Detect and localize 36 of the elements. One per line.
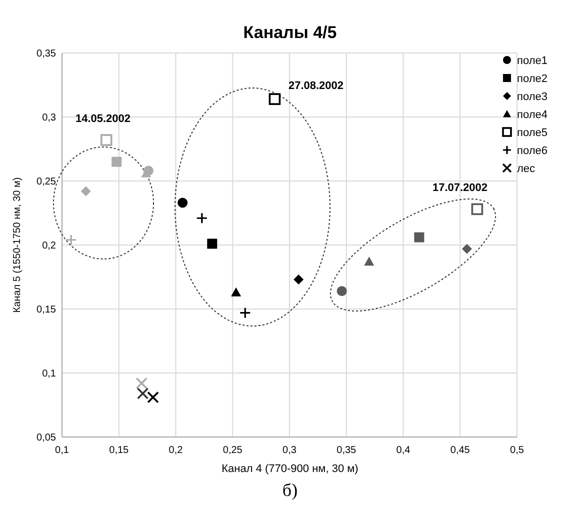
x-tick-label: 0,4: [396, 445, 411, 456]
chart-title: Каналы 4/5: [243, 23, 337, 42]
x-tick-label: 0,1: [55, 445, 70, 456]
y-tick-label: 0,1: [42, 368, 56, 380]
x-tick-label: 0,35: [336, 445, 357, 456]
legend-label: поле4: [517, 109, 548, 121]
x-axis-title: Канал 4 (770-900 нм, 30 м): [222, 463, 358, 475]
y-tick-label: 0,25: [36, 176, 56, 188]
annotation: 27.08.2002: [288, 80, 344, 92]
y-tick-label: 0,15: [36, 304, 56, 316]
y-tick-label: 0,2: [42, 240, 56, 252]
y-tick-label: 0,05: [36, 432, 56, 444]
legend-label: поле5: [517, 127, 548, 139]
y-tick-label: 0,35: [36, 48, 56, 60]
point: [239, 307, 251, 319]
x-tick-label: 0,2: [168, 445, 184, 456]
point: [136, 388, 149, 400]
legend-label: лес: [517, 163, 536, 175]
point: [471, 203, 484, 216]
x-tick-label: 0,3: [282, 445, 297, 456]
point: [196, 212, 208, 224]
x-tick-label: 0,5: [510, 445, 524, 456]
y-axis-title: Канал 5 (1550-1750 нм, 30 м): [12, 177, 23, 313]
x-tick-label: 0,15: [109, 445, 130, 456]
legend-label: поле6: [517, 145, 548, 157]
point: [268, 93, 281, 105]
y-tick-label: 0,3: [42, 112, 56, 124]
x-tick-label: 0,45: [450, 445, 470, 456]
text: б): [282, 480, 298, 500]
legend-label: поле2: [517, 73, 548, 85]
x-tick-label: 0,25: [222, 445, 243, 456]
legend-label: поле3: [517, 91, 548, 103]
legend-label: поле1: [517, 55, 548, 67]
point: [100, 134, 112, 146]
annotation: 14.05.2002: [75, 113, 131, 125]
annotation: 17.07.2002: [432, 182, 488, 194]
